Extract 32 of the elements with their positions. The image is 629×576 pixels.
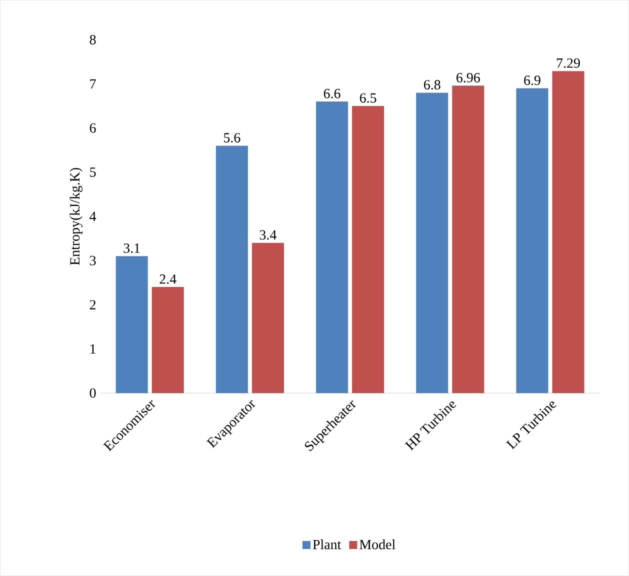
bar [116,256,148,394]
data-label: 6.5 [360,93,376,103]
data-label: 2.4 [160,274,176,284]
data-label: 6.9 [524,76,540,86]
bar [416,92,448,394]
data-label: 6.6 [324,88,340,98]
legend-label: Model [360,539,396,550]
y-tick-label: 5 [90,168,96,177]
bar [252,242,284,394]
bar [452,86,484,394]
y-tick-label: 1 [90,344,96,354]
y-tick-label: 7 [90,79,96,88]
bar [216,146,248,394]
y-tick-label: 2 [90,300,96,310]
y-tick-label: 8 [90,35,96,44]
y-tick-label: 0 [90,388,96,398]
bar [516,88,548,394]
y-axis-title: Entropy(kJ/kg.K) [70,168,82,266]
data-label: 6.96 [456,73,480,82]
data-label: 3.1 [124,244,140,253]
y-tick-label: 6 [90,123,96,133]
bar [152,287,184,394]
bar [552,71,584,394]
data-label: 7.29 [556,58,580,68]
data-label: 3.4 [260,230,276,240]
bar [316,102,348,394]
bar [352,106,384,394]
data-label: 6.8 [424,80,440,90]
y-tick-label: 3 [90,256,96,266]
data-label: 5.6 [224,133,240,143]
legend-label: Plant [312,539,342,550]
y-tick-label: 4 [90,212,96,222]
